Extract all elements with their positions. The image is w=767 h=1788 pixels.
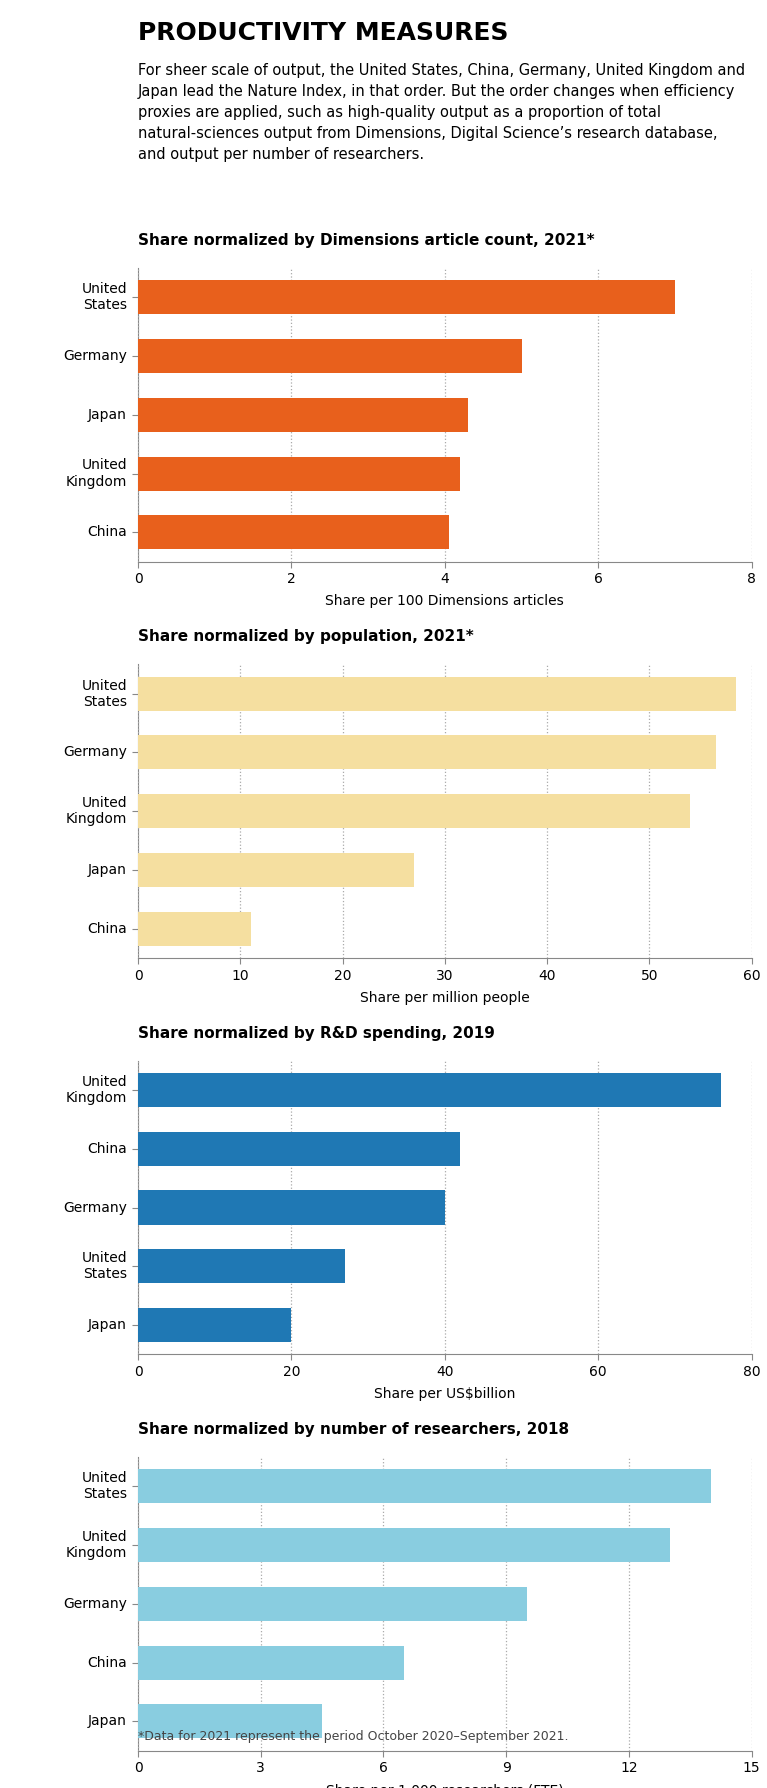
Bar xyxy=(138,340,522,374)
Bar xyxy=(138,515,449,549)
Bar xyxy=(138,1529,670,1563)
Bar xyxy=(138,281,675,315)
X-axis label: Share per 100 Dimensions articles: Share per 100 Dimensions articles xyxy=(325,594,565,608)
Bar xyxy=(138,853,414,887)
Text: Share normalized by population, 2021*: Share normalized by population, 2021* xyxy=(138,629,474,644)
Text: *Data for 2021 represent the period October 2020–September 2021.: *Data for 2021 represent the period Octo… xyxy=(138,1731,568,1743)
Bar xyxy=(138,912,251,946)
Bar xyxy=(138,456,460,490)
Bar xyxy=(138,1191,445,1225)
Bar xyxy=(138,1645,404,1679)
Bar xyxy=(138,735,716,769)
Text: Share normalized by R&D spending, 2019: Share normalized by R&D spending, 2019 xyxy=(138,1026,495,1041)
Bar xyxy=(138,1470,711,1504)
Text: Share normalized by number of researchers, 2018: Share normalized by number of researcher… xyxy=(138,1421,569,1438)
X-axis label: Share per 1,000 researchers (FTE): Share per 1,000 researchers (FTE) xyxy=(326,1784,564,1788)
Bar xyxy=(138,1586,527,1622)
Text: Share normalized by Dimensions article count, 2021*: Share normalized by Dimensions article c… xyxy=(138,232,594,249)
Bar xyxy=(138,1250,345,1284)
Bar xyxy=(138,1132,460,1166)
X-axis label: Share per million people: Share per million people xyxy=(360,991,530,1005)
Bar xyxy=(138,794,690,828)
Bar xyxy=(138,397,468,433)
X-axis label: Share per US$billion: Share per US$billion xyxy=(374,1387,515,1402)
Bar xyxy=(138,676,736,710)
Bar xyxy=(138,1704,322,1738)
Bar xyxy=(138,1073,721,1107)
Text: PRODUCTIVITY MEASURES: PRODUCTIVITY MEASURES xyxy=(138,21,509,45)
Bar xyxy=(138,1309,291,1343)
Text: For sheer scale of output, the United States, China, Germany, United Kingdom and: For sheer scale of output, the United St… xyxy=(138,63,746,163)
